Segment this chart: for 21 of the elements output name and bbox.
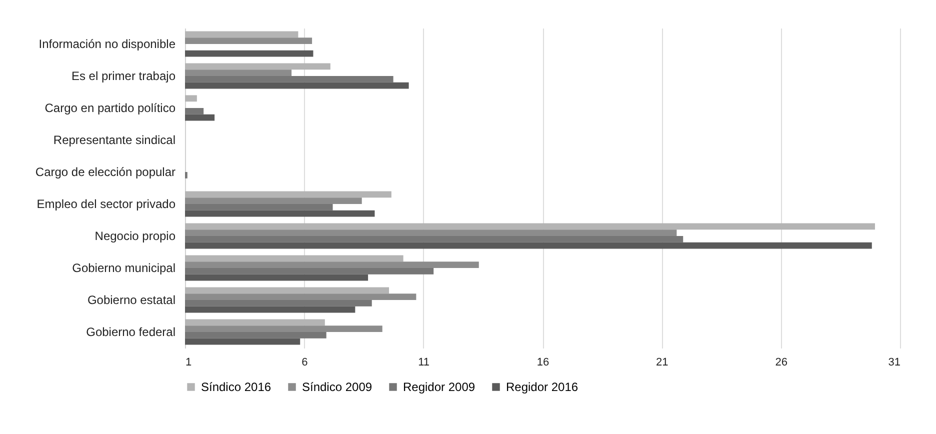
x-tick-label: 6 xyxy=(302,356,308,368)
y-tick-label: Es el primer trabajo xyxy=(71,69,176,83)
y-tick-label: Información no disponible xyxy=(38,37,176,51)
legend-label: Síndico 2009 xyxy=(302,380,372,394)
x-tick-label: 16 xyxy=(536,356,550,368)
legend-label: Regidor 2016 xyxy=(506,380,578,394)
y-tick-label: Gobierno municipal xyxy=(72,261,176,275)
y-tick-label: Representante sindical xyxy=(53,133,176,147)
y-tick-label: Cargo en partido político xyxy=(44,101,176,115)
y-tick-label: Negocio propio xyxy=(94,229,176,243)
x-tick-label: 31 xyxy=(888,356,900,368)
legend-label: Síndico 2016 xyxy=(201,380,272,394)
legend-label: Regidor 2009 xyxy=(403,380,476,394)
y-tick-label: Empleo del sector privado xyxy=(36,197,176,211)
y-tick-label: Gobierno federal xyxy=(86,325,176,339)
y-tick-label: Gobierno estatal xyxy=(87,293,176,307)
x-tick-label: 11 xyxy=(418,356,430,368)
x-tick-label: 26 xyxy=(775,356,788,368)
x-tick-label: 1 xyxy=(186,356,192,368)
x-tick-label: 21 xyxy=(656,356,668,368)
y-tick-label: Cargo de elección popular xyxy=(35,165,176,179)
